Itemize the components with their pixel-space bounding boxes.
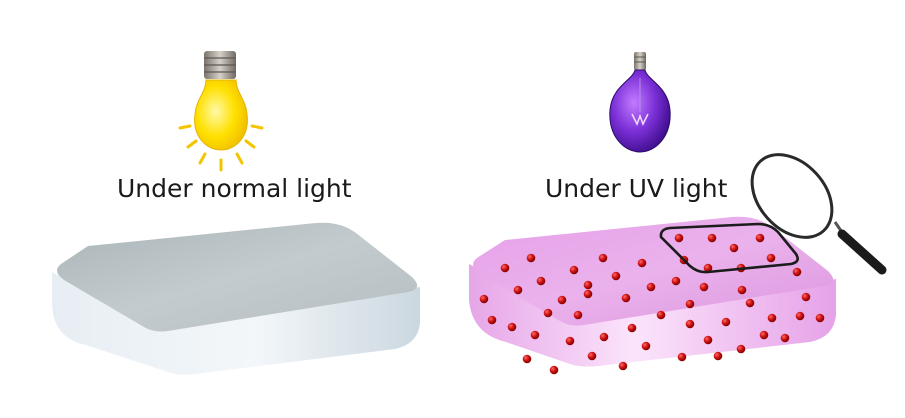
uv-surface-block — [469, 216, 836, 375]
light-bulb-icon — [178, 51, 264, 172]
uv-light-caption: Under UV light — [545, 174, 728, 203]
inspection-area-outline — [659, 222, 799, 274]
uv-bulb-icon — [609, 52, 671, 153]
plain-surface-block — [52, 222, 420, 375]
magnifying-glass-icon — [750, 153, 887, 275]
normal-light-caption: Under normal light — [117, 174, 352, 203]
